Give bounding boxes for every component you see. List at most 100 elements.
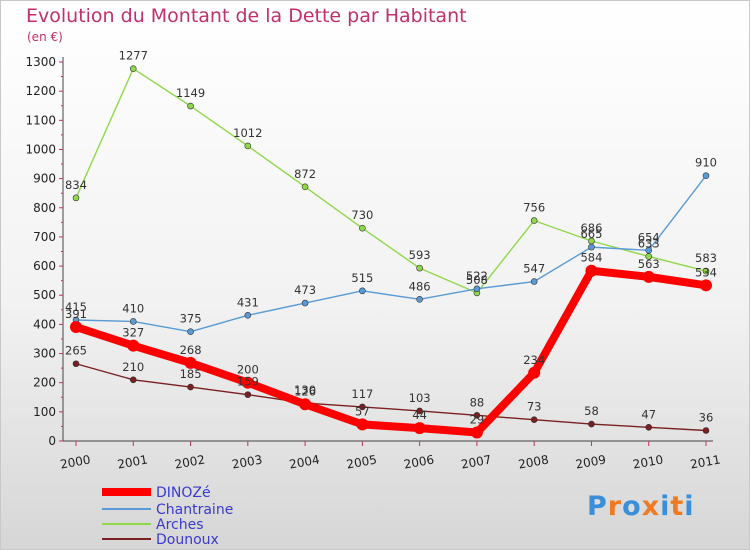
logo-letter: o [622, 491, 642, 522]
data-label: 534 [695, 265, 717, 279]
x-tick-label: 2006 [403, 453, 436, 472]
data-label: 730 [351, 208, 373, 222]
data-point [187, 328, 194, 335]
data-point [244, 312, 252, 319]
data-point [301, 183, 309, 191]
data-point [413, 422, 426, 435]
data-label: 410 [122, 301, 144, 315]
logo-letter: t [670, 491, 685, 522]
x-tick-label: 2008 [517, 453, 550, 472]
data-point [127, 339, 140, 352]
data-label: 431 [237, 295, 259, 309]
data-label: 265 [65, 344, 87, 358]
data-label: 547 [523, 262, 545, 276]
legend-label: Chantraine [156, 502, 233, 518]
data-point [356, 418, 369, 431]
data-point [184, 356, 197, 369]
logo-letter: i [660, 491, 671, 522]
legend-item: Chantraine [102, 502, 233, 518]
data-point [700, 279, 712, 292]
x-tick-label: 2011 [689, 453, 722, 472]
legend-label: Arches [156, 517, 204, 533]
y-tick-label: 400 [33, 317, 56, 331]
series-line [75, 174, 707, 333]
x-tick-label: 2002 [174, 453, 207, 472]
data-label: 872 [294, 167, 316, 181]
legend-label: Dounoux [156, 532, 219, 548]
data-label: 268 [180, 343, 202, 357]
y-tick-label: 100 [33, 405, 56, 419]
data-label: 159 [237, 375, 259, 389]
y-tick-label: 900 [33, 172, 56, 186]
data-point [359, 224, 366, 232]
x-tick-label: 2009 [575, 453, 608, 472]
data-label: 57 [355, 404, 370, 418]
x-tick-label: 2003 [231, 453, 264, 472]
logo-letter: x [641, 491, 661, 522]
x-tick-label: 2007 [460, 453, 493, 472]
chart-title: Evolution du Montant de la Dette par Hab… [26, 5, 467, 27]
data-label: 665 [580, 227, 602, 241]
data-label: 473 [294, 283, 316, 297]
data-point [702, 172, 710, 179]
data-point [702, 427, 710, 434]
data-point [642, 270, 655, 283]
data-label: 415 [65, 300, 87, 314]
data-label: 36 [699, 411, 714, 425]
data-label: 522 [466, 269, 488, 283]
data-label: 686 [580, 221, 602, 235]
data-label: 834 [65, 178, 87, 192]
data-point [187, 383, 194, 391]
data-label: 200 [237, 363, 259, 377]
data-point [129, 65, 137, 73]
y-tick-label: 0 [48, 434, 56, 448]
data-point [473, 412, 481, 419]
data-point [241, 376, 254, 389]
y-tick-label: 200 [33, 376, 56, 390]
y-tick-label: 1300 [25, 55, 56, 69]
data-point [416, 264, 423, 272]
series-arches [72, 65, 710, 297]
data-label: 508 [466, 273, 488, 287]
data-label: 654 [638, 230, 660, 244]
data-label: 130 [294, 383, 316, 397]
series-line [75, 68, 707, 294]
data-label: 103 [409, 391, 431, 405]
data-label: 47 [641, 407, 656, 421]
data-point [70, 321, 82, 334]
x-tick-label: 2004 [288, 453, 321, 472]
data-label: 756 [523, 201, 545, 215]
data-label: 375 [180, 312, 202, 326]
data-point [72, 360, 80, 368]
y-tick-label: 1200 [25, 84, 56, 98]
data-point [244, 391, 252, 398]
data-label: 73 [527, 400, 542, 414]
y-tick-label: 1000 [25, 142, 56, 156]
data-point [359, 287, 366, 295]
series-line [72, 266, 710, 437]
data-label: 583 [695, 251, 717, 265]
y-tick-label: 700 [33, 230, 56, 244]
data-point [588, 420, 595, 428]
legend-item: Dounoux [102, 532, 219, 548]
chart-subtitle: (en €) [27, 30, 63, 44]
legend-label: DINOZé [156, 485, 211, 501]
data-label: 126 [294, 384, 316, 398]
data-label: 185 [180, 367, 202, 381]
legend-item: DINOZé [102, 485, 211, 501]
series-chantraine [72, 172, 710, 335]
data-point [530, 416, 538, 424]
data-label: 327 [122, 326, 144, 340]
data-label: 486 [409, 279, 431, 293]
series-line [75, 363, 707, 432]
data-point [530, 278, 538, 285]
data-point [359, 403, 366, 411]
y-tick-label: 500 [33, 288, 56, 302]
logo-letter: r [607, 491, 623, 522]
data-point [473, 285, 481, 293]
data-point [187, 102, 194, 110]
data-point [645, 247, 653, 254]
data-point [416, 296, 423, 303]
data-point [301, 299, 309, 307]
